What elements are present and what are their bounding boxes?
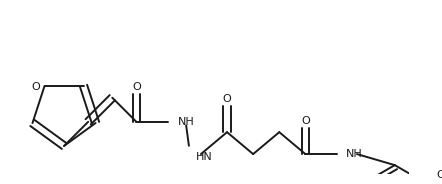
Text: O: O bbox=[223, 94, 232, 104]
Text: O: O bbox=[132, 82, 141, 92]
Text: Cl: Cl bbox=[436, 170, 442, 180]
Text: O: O bbox=[31, 82, 40, 92]
Text: NH: NH bbox=[178, 117, 194, 127]
Text: NH: NH bbox=[346, 149, 363, 159]
Text: O: O bbox=[301, 116, 310, 126]
Text: HN: HN bbox=[196, 152, 213, 162]
